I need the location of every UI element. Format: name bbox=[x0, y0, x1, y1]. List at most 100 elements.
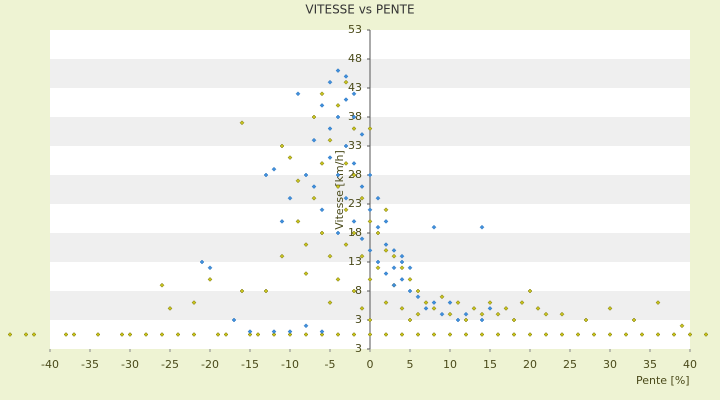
data-point bbox=[63, 332, 69, 337]
data-point bbox=[191, 300, 197, 305]
chart-title: VITESSE vs PENTE bbox=[305, 3, 414, 17]
y-tick-label: 43 bbox=[348, 81, 362, 94]
data-point bbox=[207, 277, 213, 282]
data-point bbox=[367, 219, 373, 224]
data-point bbox=[303, 242, 309, 247]
data-point bbox=[351, 332, 357, 337]
data-point bbox=[479, 311, 485, 317]
data-point bbox=[327, 126, 333, 131]
data-point bbox=[623, 332, 629, 337]
data-point bbox=[367, 126, 373, 131]
data-point bbox=[279, 219, 285, 224]
data-point bbox=[463, 317, 469, 323]
data-point bbox=[319, 230, 325, 236]
data-point bbox=[335, 103, 341, 108]
x-tick-label: 25 bbox=[563, 358, 577, 371]
data-point bbox=[447, 300, 453, 305]
data-point bbox=[639, 332, 645, 337]
data-point bbox=[199, 259, 205, 265]
data-point bbox=[343, 74, 349, 79]
data-point bbox=[607, 306, 613, 311]
data-point bbox=[391, 282, 397, 288]
data-point bbox=[311, 137, 317, 143]
y-axis-title: Vitesse [km/h] bbox=[333, 150, 346, 230]
y-tick-label: 13 bbox=[348, 255, 362, 268]
data-point bbox=[303, 271, 309, 276]
data-point bbox=[391, 265, 397, 271]
data-point bbox=[287, 195, 293, 201]
x-tick-label: -15 bbox=[241, 358, 259, 371]
data-point bbox=[343, 143, 349, 149]
x-tick-label: -35 bbox=[81, 358, 99, 371]
data-point bbox=[319, 207, 325, 213]
data-point bbox=[383, 207, 389, 213]
data-point bbox=[303, 332, 309, 337]
x-tick-label: 35 bbox=[643, 358, 657, 371]
data-point bbox=[359, 236, 365, 242]
data-point bbox=[271, 166, 277, 172]
y-tick-label: 3 bbox=[355, 342, 362, 355]
data-point bbox=[343, 97, 349, 102]
data-point bbox=[383, 332, 389, 337]
data-point bbox=[399, 306, 405, 311]
data-point bbox=[415, 288, 421, 294]
data-point bbox=[607, 332, 613, 337]
data-point bbox=[31, 332, 37, 337]
data-point bbox=[295, 91, 301, 97]
data-point bbox=[335, 172, 341, 178]
data-point bbox=[439, 294, 445, 300]
data-point bbox=[383, 219, 389, 224]
data-point bbox=[415, 311, 421, 317]
data-point bbox=[383, 242, 389, 247]
data-point bbox=[407, 288, 413, 294]
data-point bbox=[423, 300, 429, 305]
data-point bbox=[535, 306, 541, 311]
x-tick-label: 5 bbox=[407, 358, 414, 371]
data-point bbox=[343, 79, 349, 85]
data-point bbox=[335, 184, 341, 189]
data-point bbox=[431, 224, 437, 230]
data-point bbox=[399, 259, 405, 265]
data-point bbox=[287, 155, 293, 160]
data-point bbox=[471, 306, 477, 311]
data-point bbox=[375, 195, 381, 201]
data-point bbox=[159, 332, 165, 337]
data-point bbox=[399, 277, 405, 282]
data-point bbox=[7, 332, 13, 337]
data-point bbox=[455, 300, 461, 305]
data-point bbox=[239, 288, 245, 294]
data-point bbox=[351, 91, 357, 97]
data-point bbox=[319, 332, 325, 337]
data-point bbox=[327, 253, 333, 259]
data-point bbox=[439, 311, 445, 317]
data-point bbox=[359, 195, 365, 201]
x-tick-label: 10 bbox=[443, 358, 457, 371]
data-point bbox=[175, 332, 181, 337]
data-point bbox=[655, 332, 661, 337]
data-point bbox=[263, 288, 269, 294]
data-point bbox=[23, 332, 29, 337]
data-point bbox=[399, 332, 405, 337]
data-point bbox=[423, 306, 429, 311]
data-point bbox=[215, 332, 221, 337]
data-point bbox=[367, 277, 373, 282]
data-point bbox=[335, 114, 341, 120]
data-point bbox=[191, 332, 197, 337]
data-point bbox=[343, 242, 349, 247]
data-point bbox=[479, 224, 485, 230]
data-point bbox=[239, 120, 245, 126]
data-point bbox=[479, 332, 485, 337]
data-point bbox=[343, 161, 349, 166]
y-tick-label: 48 bbox=[348, 52, 362, 65]
data-point bbox=[351, 126, 357, 131]
data-point bbox=[231, 317, 237, 323]
y-tick-label: 53 bbox=[348, 23, 362, 36]
y-tick-label: 33 bbox=[348, 139, 362, 152]
data-point bbox=[127, 332, 133, 337]
data-point bbox=[463, 332, 469, 337]
data-point bbox=[351, 230, 357, 236]
data-point bbox=[495, 332, 501, 337]
data-point bbox=[311, 195, 317, 201]
data-point bbox=[351, 114, 357, 120]
